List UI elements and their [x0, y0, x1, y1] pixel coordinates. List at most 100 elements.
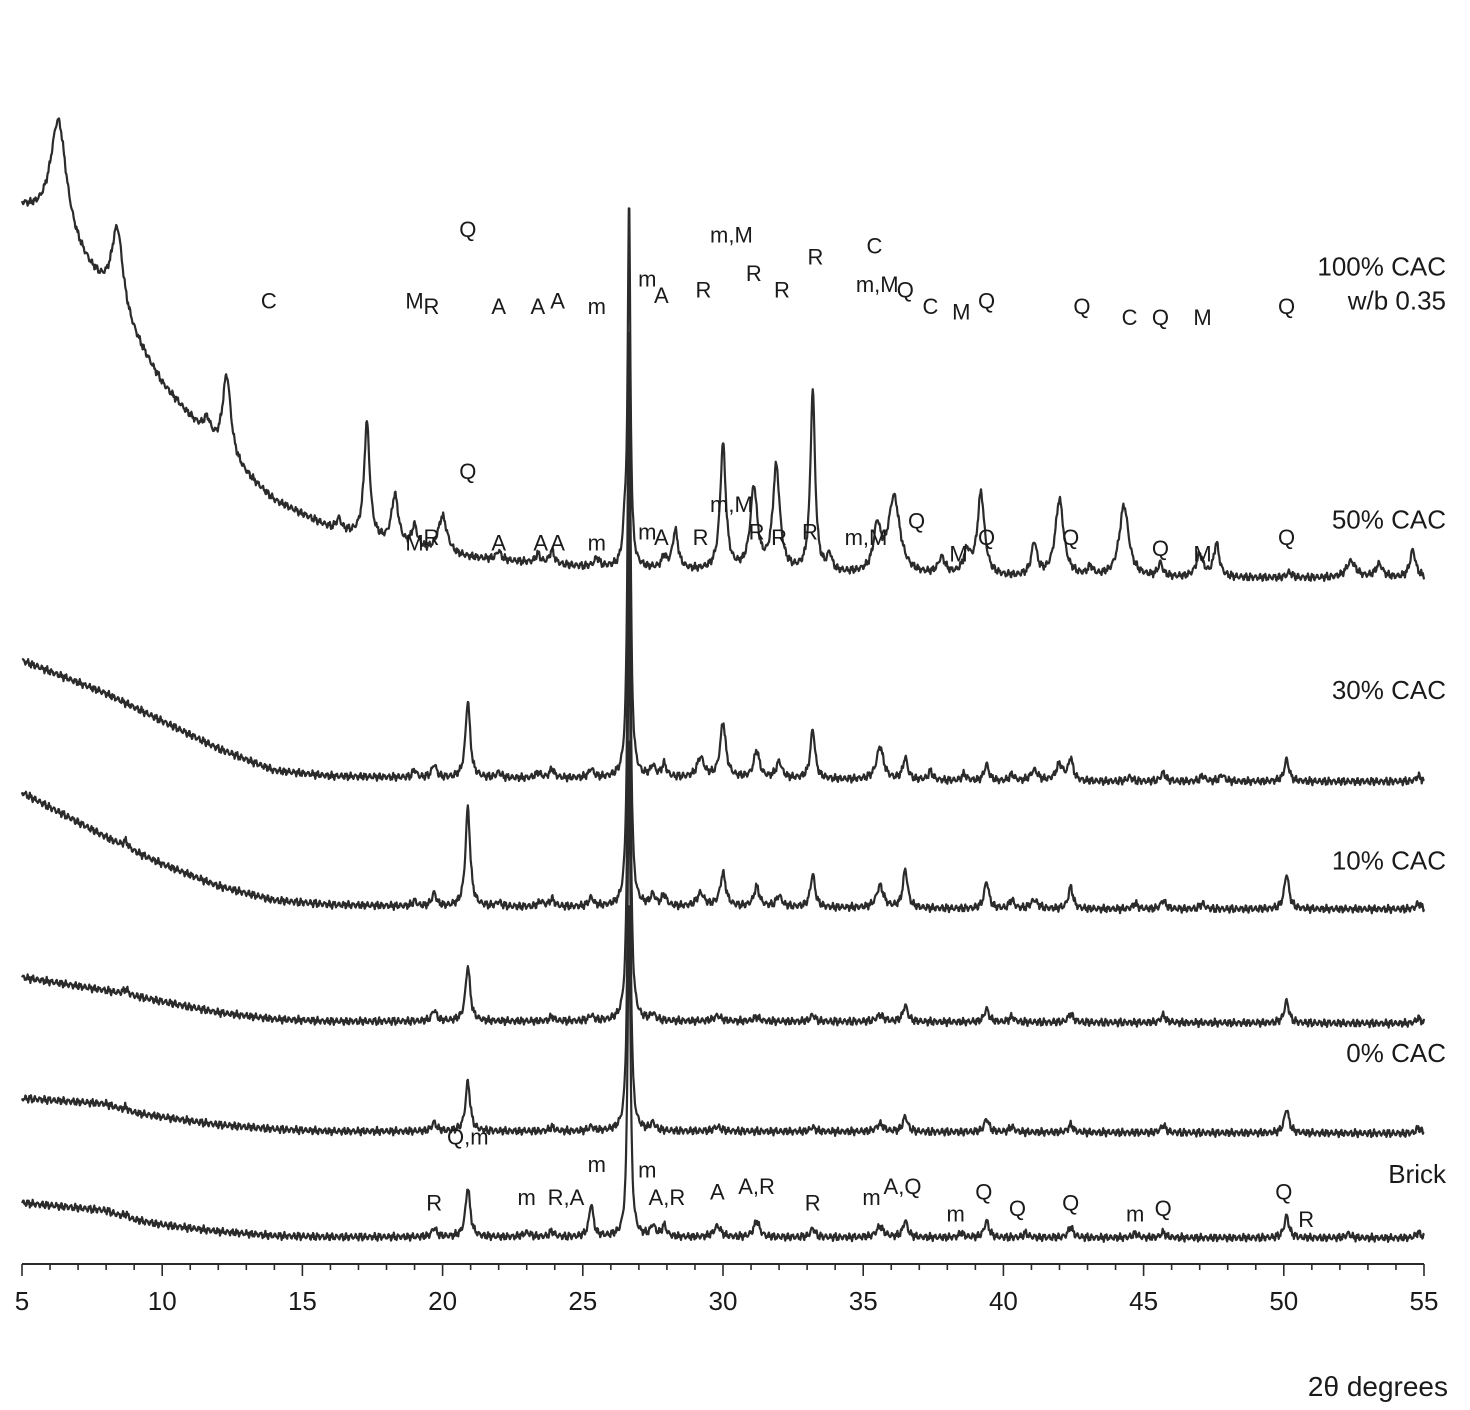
peak-label: R [1298, 1207, 1314, 1232]
x-tick-label: 35 [849, 1286, 878, 1316]
series-label: 0% CAC [1346, 1038, 1446, 1068]
peak-label: Q [459, 459, 476, 484]
peak-label: A [491, 294, 506, 319]
peak-label: m [588, 1152, 606, 1177]
peak-label: m [1126, 1202, 1144, 1227]
peak-label: m [588, 531, 606, 556]
peak-label: R [774, 278, 790, 303]
peak-label: m,M [710, 492, 753, 517]
peak-label: A [550, 289, 565, 314]
peak-label: A [533, 531, 548, 556]
peak-label: M [405, 531, 423, 556]
x-axis-title: 2θ degrees [1308, 1371, 1448, 1402]
peak-label: Q [978, 525, 995, 550]
series-label: Brick [1388, 1159, 1447, 1189]
peak-label: m [638, 267, 656, 292]
peak-label: Q [1073, 294, 1090, 319]
peak-label: Q [1278, 525, 1295, 550]
x-tick-label: 50 [1269, 1286, 1298, 1316]
peak-label: C [866, 234, 882, 259]
peak-label: R [695, 278, 711, 303]
peak-label: M [405, 289, 423, 314]
peak-label: m,M [845, 525, 888, 550]
peak-label: Q [975, 1180, 992, 1205]
peak-label: Q [1275, 1180, 1292, 1205]
x-tick-label: 20 [428, 1286, 457, 1316]
diffraction-traces [20, 117, 1426, 1243]
peak-label: Q,m [447, 1125, 489, 1150]
peak-label: A [710, 1180, 725, 1205]
peak-label: M [1193, 305, 1211, 330]
peak-label: Q [1278, 294, 1295, 319]
peak-label: Q [1152, 305, 1169, 330]
peak-label: C [1122, 305, 1138, 330]
peak-label: R,A [548, 1185, 585, 1210]
peak-label: M [949, 542, 967, 567]
peak-label: R [749, 520, 765, 545]
peak-label: Q [1155, 1196, 1172, 1221]
peak-label: A [491, 531, 506, 556]
peak-label: Q [459, 217, 476, 242]
x-tick-label: 45 [1129, 1286, 1158, 1316]
x-tick-label: 55 [1410, 1286, 1439, 1316]
peak-label: R [746, 261, 762, 286]
trace-50-cac [21, 331, 1425, 787]
x-tick-label: 15 [288, 1286, 317, 1316]
trace-30-cac [20, 457, 1426, 915]
peak-label: R [426, 1191, 442, 1216]
peak-label: m [638, 520, 656, 545]
peak-label: C [261, 289, 277, 314]
peak-label: Q [897, 278, 914, 303]
peak-label: m,M [710, 223, 753, 248]
x-tick-label: 25 [568, 1286, 597, 1316]
peak-label: R [423, 525, 439, 550]
x-tick-label: 40 [989, 1286, 1018, 1316]
peak-label: A [654, 283, 669, 308]
peak-label: R [805, 1191, 821, 1216]
peak-label: R [802, 520, 818, 545]
peak-label: M [952, 300, 970, 325]
peak-label: R [423, 294, 439, 319]
x-axis: 5 10 15 20 25 30 35 40 45 50 55 [15, 1263, 1439, 1316]
peak-label: A [550, 531, 565, 556]
peak-label: Q [1009, 1196, 1026, 1221]
peak-label: m [518, 1185, 536, 1210]
x-ticks: 5 10 15 20 25 30 35 40 45 50 55 [15, 1264, 1439, 1316]
series-label: 50% CAC [1332, 505, 1446, 535]
series-label: 10% CAC [1332, 846, 1446, 876]
peak-label: Q [1152, 536, 1169, 561]
x-tick-label: 30 [709, 1286, 738, 1316]
trace-brick [21, 905, 1425, 1243]
trace-100-cac [20, 117, 1426, 582]
peak-label: A,Q [884, 1174, 922, 1199]
peak-label: Q [1062, 1191, 1079, 1216]
peak-label: m,M [856, 272, 899, 297]
x-tick-label: 5 [15, 1286, 29, 1316]
series-label: w/b 0.35 [1347, 286, 1446, 316]
peak-label: R [808, 245, 824, 270]
peak-label: A,R [649, 1185, 686, 1210]
peak-label: Q [978, 289, 995, 314]
series-label: 100% CAC [1317, 252, 1446, 282]
peak-label: m [862, 1185, 880, 1210]
peak-label: A,R [738, 1174, 775, 1199]
peak-label: m [588, 294, 606, 319]
peak-label: m [638, 1158, 656, 1183]
peak-label: R [771, 525, 787, 550]
trace-10-cac [21, 581, 1426, 1029]
series-labels: 100% CAC w/b 0.35 50% CAC 30% CAC 10% CAC 0% … [1317, 252, 1447, 1190]
peak-label: C [923, 294, 939, 319]
trace-0-cac [20, 740, 1425, 1139]
x-tick-label: 10 [148, 1286, 177, 1316]
peak-label: A [531, 294, 546, 319]
peak-label: Q [1062, 525, 1079, 550]
peak-label: R [693, 525, 709, 550]
peak-label: A [654, 525, 669, 550]
peak-label: M [1193, 542, 1211, 567]
peak-label: m [947, 1202, 965, 1227]
series-label: 30% CAC [1332, 675, 1446, 705]
peak-labels: DOALDKOGDK,GALOALDKQGKMOKOM,OKG,MM,DKDOK… [261, 217, 1314, 1232]
peak-label: Q [908, 509, 925, 534]
